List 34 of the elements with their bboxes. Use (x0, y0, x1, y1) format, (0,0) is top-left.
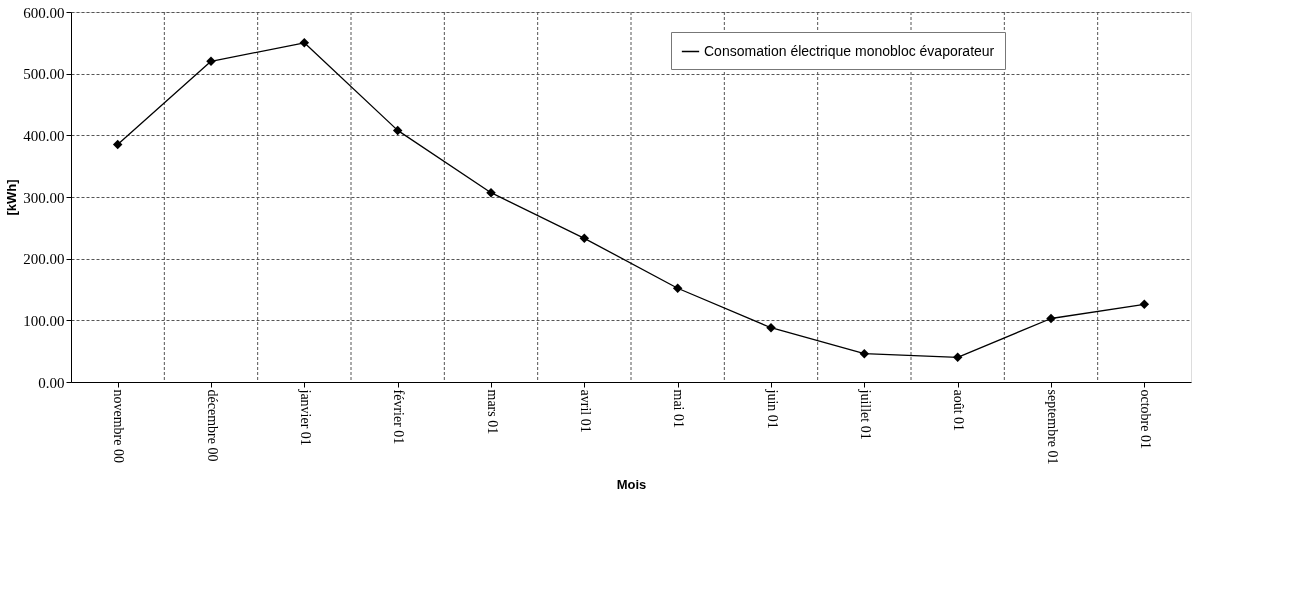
x-tick-label: juin 01 (764, 388, 780, 429)
x-tick-label: octobre 01 (1137, 389, 1153, 449)
x-tick-label: décembre 00 (204, 389, 220, 462)
point (112, 139, 123, 150)
y-axis-title: [kWh] (4, 179, 20, 216)
point (579, 233, 590, 244)
x-tick-label: février 01 (391, 389, 407, 445)
point (672, 283, 683, 294)
x-tick-label: septembre 01 (1044, 389, 1060, 465)
x-tick-label: avril 01 (577, 389, 593, 433)
x-axis-title: Mois (616, 476, 647, 492)
x-tick-label: juillet 01 (857, 388, 873, 440)
y-tick-label: 300.00 (23, 189, 65, 206)
y-tick-label: 100.00 (23, 312, 65, 329)
point (486, 187, 496, 198)
point (766, 322, 776, 333)
y-tick-label: 200.00 (23, 251, 65, 268)
x-tick-label: mai 01 (671, 389, 687, 428)
point (299, 38, 310, 48)
point (206, 56, 216, 67)
point (392, 125, 403, 136)
x-tick-label: janvier 01 (297, 388, 313, 446)
y-tick-label: 400.00 (23, 127, 65, 144)
x-tick-label: novembre 00 (111, 389, 127, 463)
y-tick-label: 600.00 (23, 4, 65, 21)
point (952, 352, 963, 363)
x-tick-label: août 01 (951, 389, 967, 432)
legend-label: Consomation électrique monobloc évaporateur (704, 42, 995, 59)
y-tick-label: 500.00 (23, 66, 65, 83)
y-tick-label: 0.00 (38, 374, 65, 391)
point (1139, 299, 1150, 310)
point (859, 348, 870, 359)
x-tick-label: mars 01 (484, 389, 500, 435)
point (1046, 313, 1056, 324)
